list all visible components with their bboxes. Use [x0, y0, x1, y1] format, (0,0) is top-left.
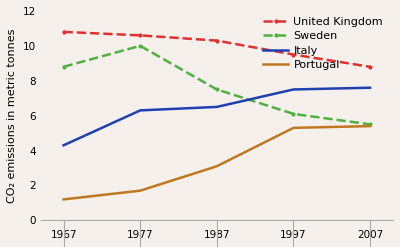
Line: Portugal: Portugal — [64, 126, 370, 199]
Legend: United Kingdom, Sweden, Italy, Portugal: United Kingdom, Sweden, Italy, Portugal — [259, 12, 388, 75]
Portugal — [61, 198, 66, 201]
United Kingdom — [138, 34, 143, 37]
Portugal — [368, 125, 372, 128]
Sweden — [368, 123, 372, 126]
Italy — [61, 144, 66, 147]
Line: United Kingdom: United Kingdom — [61, 29, 373, 70]
United Kingdom — [214, 39, 219, 42]
Sweden — [291, 112, 296, 115]
Y-axis label: CO₂ emissions in metric tonnes: CO₂ emissions in metric tonnes — [7, 28, 17, 203]
United Kingdom — [368, 65, 372, 68]
Italy — [214, 105, 219, 108]
Portugal — [138, 189, 143, 192]
Sweden — [61, 65, 66, 68]
United Kingdom — [61, 30, 66, 33]
United Kingdom — [291, 53, 296, 56]
Portugal — [214, 165, 219, 168]
Line: Sweden: Sweden — [61, 43, 373, 127]
Italy — [138, 109, 143, 112]
Line: Italy: Italy — [64, 88, 370, 145]
Portugal — [291, 126, 296, 129]
Italy — [368, 86, 372, 89]
Italy — [291, 88, 296, 91]
Sweden — [138, 44, 143, 47]
Sweden — [214, 88, 219, 91]
